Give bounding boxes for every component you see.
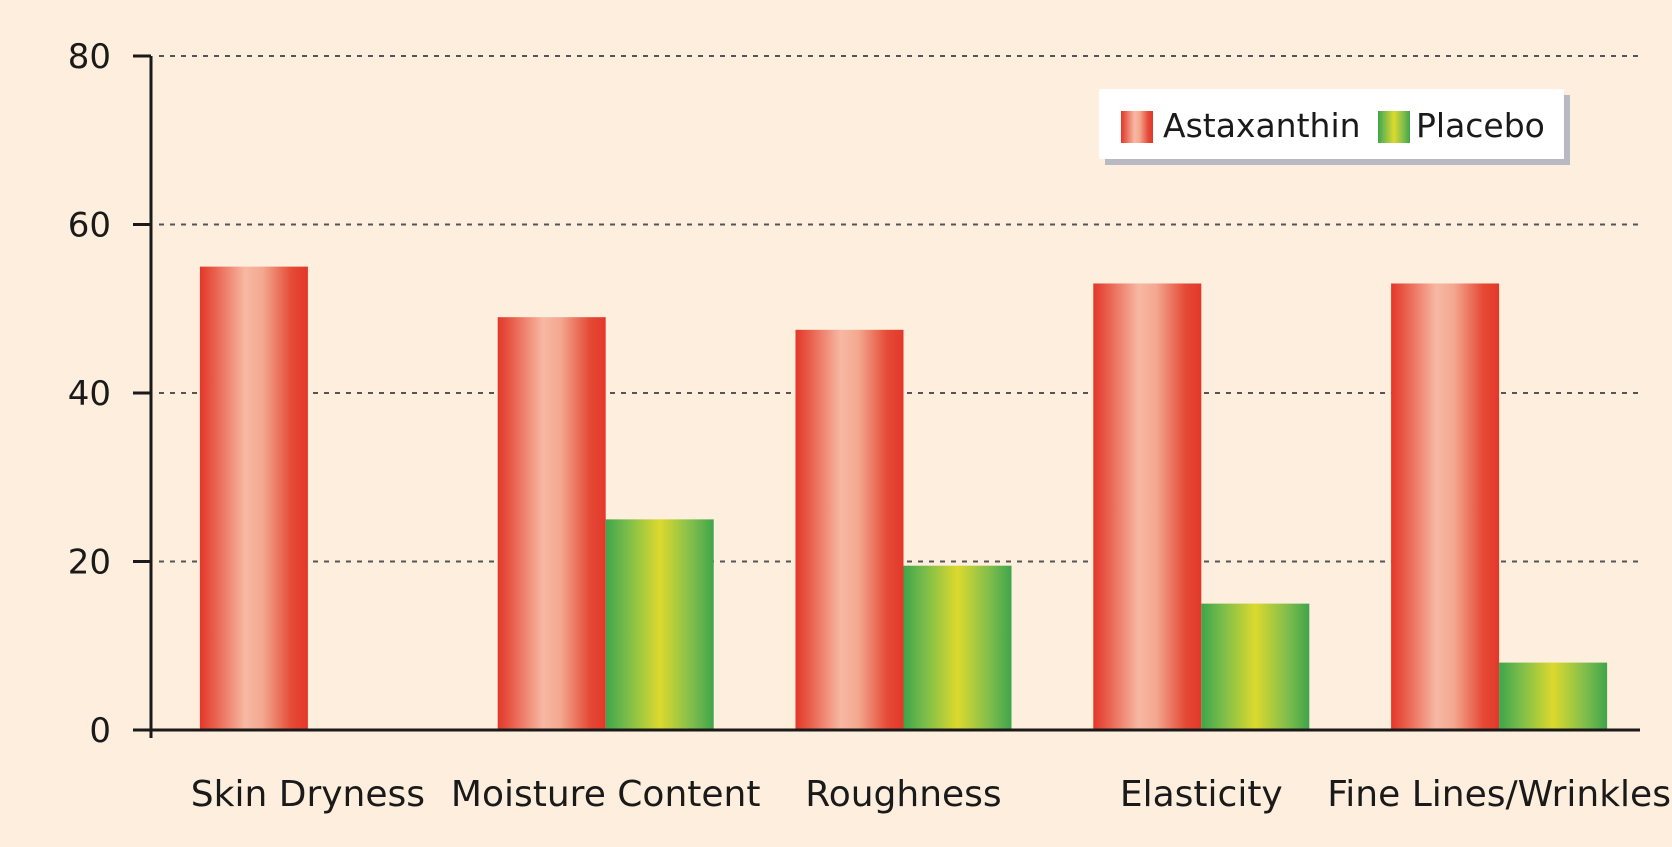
axes [133, 54, 1640, 738]
bar-astaxanthin-skin-dryness [199, 266, 308, 730]
legend-swatch-placebo [1378, 111, 1410, 143]
y-tick-label: 80 [68, 37, 111, 77]
legend-label-placebo: Placebo [1416, 106, 1545, 145]
y-tick-label: 40 [68, 374, 111, 414]
y-tick-label: 20 [68, 543, 111, 583]
x-category-label: Elasticity [1120, 774, 1283, 815]
bar-astaxanthin-elasticity [1093, 283, 1202, 730]
legend-box [1099, 89, 1564, 159]
bar-placebo-elasticity [1201, 603, 1310, 730]
y-tick-label: 60 [68, 206, 111, 246]
legend: Astaxanthin Placebo [1099, 89, 1564, 159]
x-category-label: Fine Lines/Wrinkles [1327, 774, 1671, 815]
x-category-label: Roughness [805, 774, 1001, 815]
legend-swatch-astaxanthin [1121, 111, 1153, 143]
bar-placebo-moisture-content [605, 519, 714, 730]
y-tick-label: 0 [89, 711, 111, 751]
legend-label-astaxanthin: Astaxanthin [1163, 106, 1361, 145]
bar-placebo-roughness [903, 565, 1012, 730]
x-category-labels: Skin Dryness Moisture Content Roughness Ela… [191, 774, 1671, 815]
bars [199, 266, 1608, 730]
x-category-label: Moisture Content [451, 774, 761, 815]
bar-astaxanthin-fine-lines-wrinkles [1391, 283, 1500, 730]
bar-astaxanthin-roughness [795, 329, 904, 730]
x-category-label: Skin Dryness [191, 774, 425, 815]
bar-astaxanthin-moisture-content [497, 317, 606, 730]
bar-placebo-fine-lines-wrinkles [1499, 662, 1608, 730]
y-tick-labels: 0 20 40 60 80 [68, 37, 111, 751]
